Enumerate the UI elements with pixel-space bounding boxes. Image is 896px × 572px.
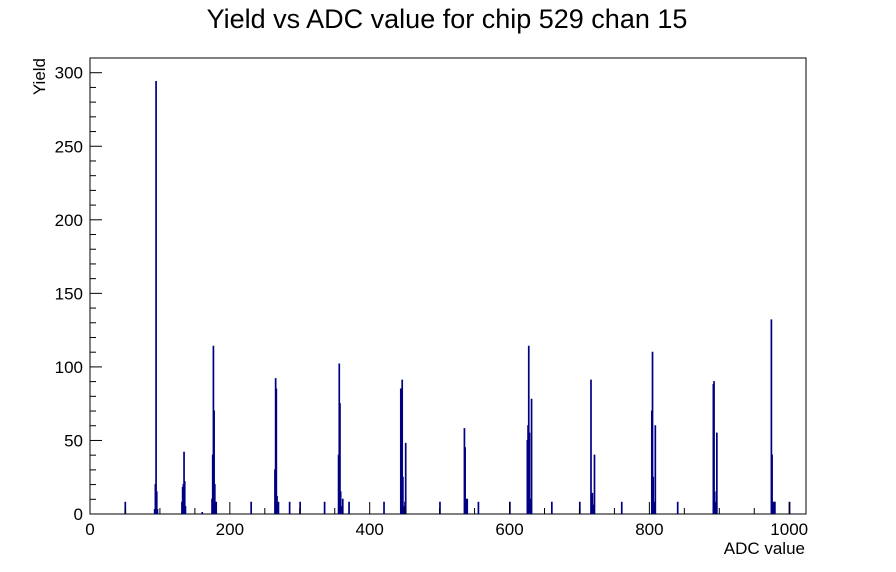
histogram-bin xyxy=(651,351,654,514)
histogram-bin xyxy=(530,398,533,514)
histogram-bin xyxy=(716,432,718,514)
y-tick-label: 250 xyxy=(55,137,83,156)
y-tick-label: 150 xyxy=(55,284,83,303)
y-axis-label: Yield xyxy=(30,58,49,95)
x-tick-label: 800 xyxy=(635,520,663,539)
histogram-bin xyxy=(399,388,402,514)
histogram-bin xyxy=(213,484,216,514)
histogram-bin xyxy=(341,498,344,514)
histogram-bin xyxy=(288,501,291,514)
histogram-bin xyxy=(774,501,776,514)
histogram-bin xyxy=(550,501,553,514)
y-tick-label: 50 xyxy=(64,431,83,450)
histogram-bin xyxy=(276,495,278,514)
histogram-bin xyxy=(676,501,679,514)
histogram-bin xyxy=(713,491,716,514)
histogram-bin xyxy=(654,425,657,514)
histogram-bin xyxy=(339,403,341,514)
histogram-bin xyxy=(527,345,530,514)
histogram-bin xyxy=(591,492,594,514)
y-tick-label: 200 xyxy=(55,211,83,230)
histogram-bin xyxy=(713,381,715,514)
x-tick-label: 1000 xyxy=(770,520,808,539)
histogram-bin xyxy=(404,442,407,514)
x-tick-label: 600 xyxy=(495,520,523,539)
x-tick-label: 200 xyxy=(216,520,244,539)
histogram-bin xyxy=(464,498,467,514)
histogram-bin xyxy=(770,319,773,514)
x-axis-ticks: 0 200 400 600 800 1000 xyxy=(85,502,808,539)
x-tick-label: 0 xyxy=(85,520,94,539)
histogram-bin xyxy=(402,506,405,514)
histogram-bin xyxy=(201,512,204,514)
histogram-bin xyxy=(528,432,531,514)
histogram-bin xyxy=(277,501,280,514)
histogram-bin xyxy=(401,379,404,514)
histogram-bin xyxy=(477,501,480,514)
histogram-bin xyxy=(215,501,218,514)
y-axis-ticks: 0 50 100 150 200 250 300 xyxy=(55,57,102,524)
histogram-bin xyxy=(590,379,592,514)
histogram-bin xyxy=(348,501,350,514)
histogram-bin xyxy=(275,388,278,514)
histogram-bars xyxy=(124,81,791,514)
histogram-bin xyxy=(184,506,187,514)
histogram-bin xyxy=(340,506,343,514)
histogram-bin xyxy=(402,476,404,514)
y-tick-label: 100 xyxy=(55,358,83,377)
histogram-bin xyxy=(593,454,596,514)
histogram-bin xyxy=(156,509,159,514)
histogram-bin xyxy=(323,501,326,514)
histogram-bin xyxy=(464,447,466,514)
histogram-bin xyxy=(620,501,623,514)
histogram-bin xyxy=(652,476,655,514)
histogram-bin xyxy=(339,491,342,514)
histogram-bin xyxy=(771,454,773,514)
histogram-bin xyxy=(213,410,215,514)
histogram-bin xyxy=(771,501,774,514)
histogram-bin xyxy=(383,501,385,514)
chart-title: Yield vs ADC value for chip 529 chan 15 xyxy=(207,4,688,34)
x-axis-label: ADC value xyxy=(724,539,805,558)
x-tick-label: 400 xyxy=(356,520,384,539)
plot-frame xyxy=(89,57,807,515)
histogram-bin xyxy=(250,501,253,514)
y-tick-label: 300 xyxy=(55,64,83,83)
histogram-bin xyxy=(466,498,469,514)
histogram-bin xyxy=(183,481,186,514)
histogram-bin xyxy=(155,81,157,514)
y-tick-label: 0 xyxy=(74,505,83,524)
histogram-bin xyxy=(155,491,158,514)
